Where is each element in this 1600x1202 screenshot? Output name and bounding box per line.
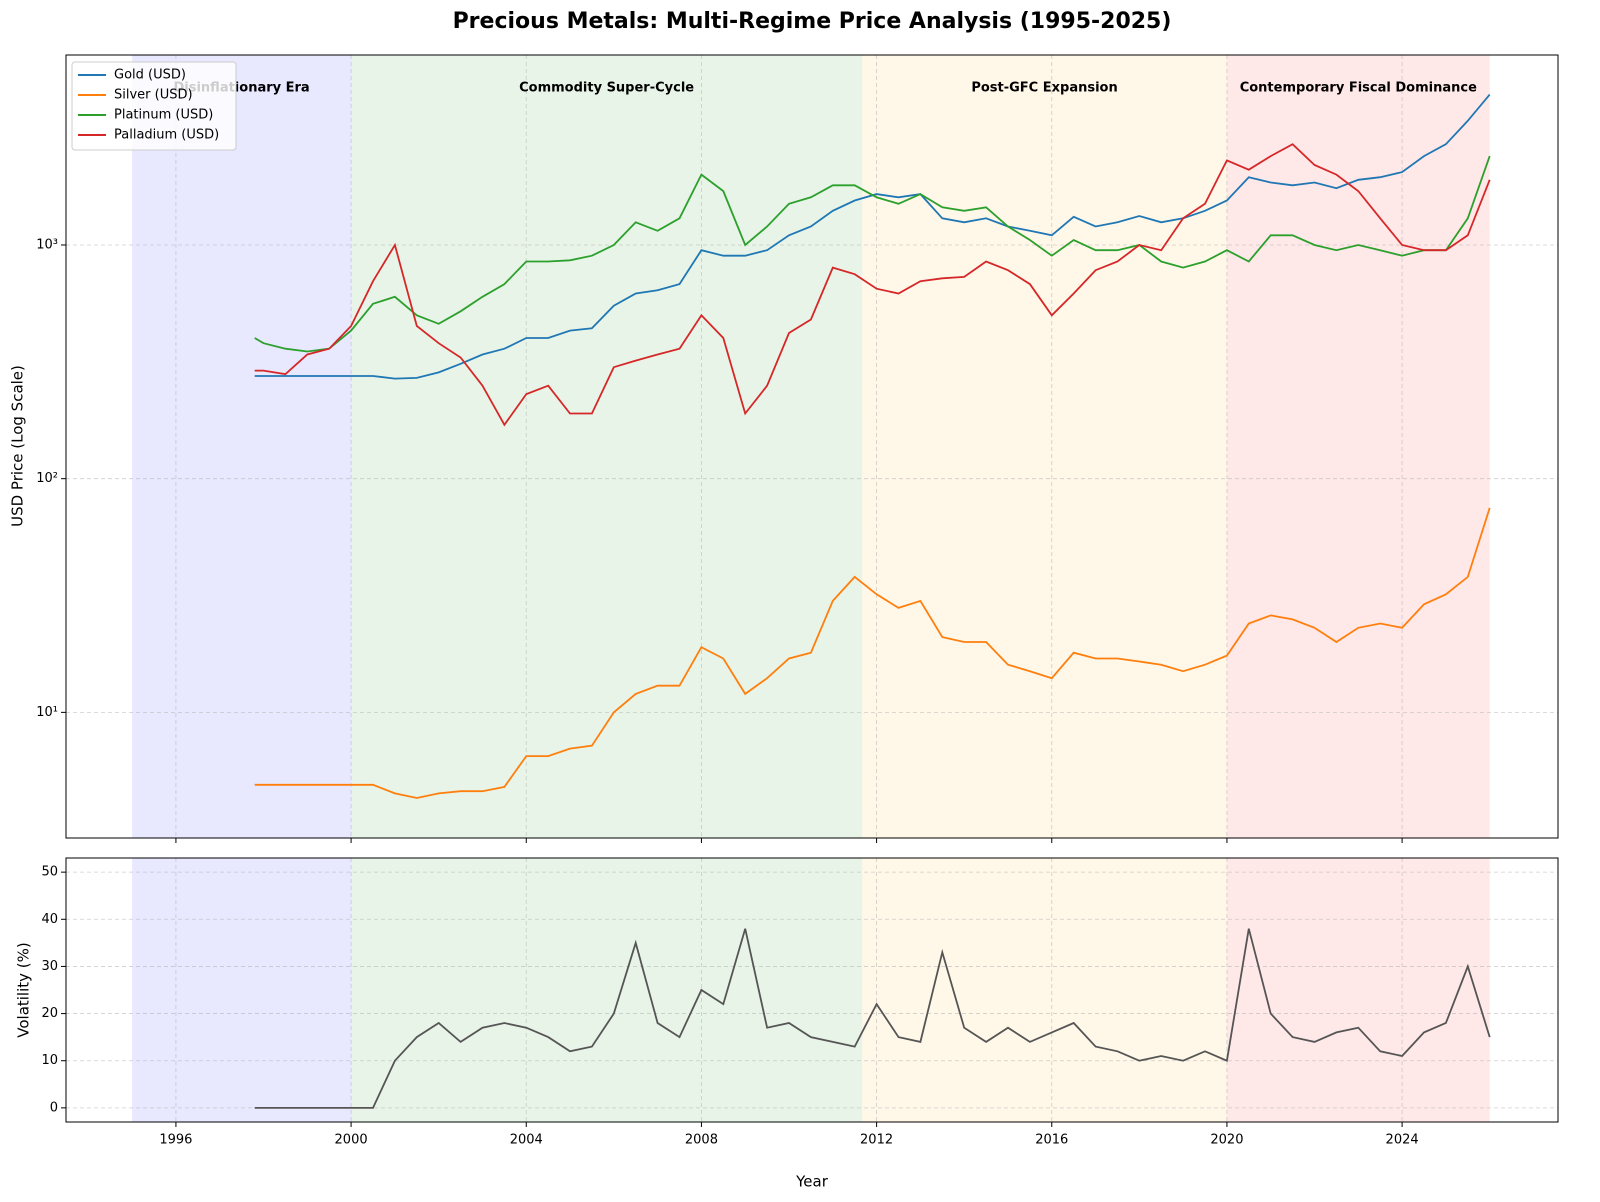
regime-label: Contemporary Fiscal Dominance <box>1240 81 1477 96</box>
line <box>254 143 1491 427</box>
y-tick-label: 40 <box>41 912 58 927</box>
line <box>254 507 1491 799</box>
y-axis-label: USD Price (Log Scale) <box>9 365 27 527</box>
x-axis-label: Year <box>795 1173 829 1191</box>
y-tick-label: 10² <box>36 471 58 486</box>
legend-label: Silver (USD) <box>114 88 193 103</box>
line <box>254 155 1491 353</box>
y-tick-label: 20 <box>41 1006 58 1021</box>
plot-frame <box>65 857 1559 1123</box>
y-tick-label: 10³ <box>36 237 58 252</box>
legend-label: Palladium (USD) <box>114 128 219 143</box>
x-tick-label: 2016 <box>1035 1133 1068 1148</box>
y-tick-label: 50 <box>41 865 58 880</box>
x-tick-label: 2024 <box>1386 1133 1419 1148</box>
y-tick-label: 10 <box>41 1053 58 1068</box>
y-tick-label: 30 <box>41 959 58 974</box>
x-tick-label: 2012 <box>860 1133 893 1148</box>
regime-band <box>862 55 1227 838</box>
x-tick-label: 1996 <box>159 1133 192 1148</box>
legend-label: Gold (USD) <box>114 68 186 83</box>
y-tick-label: 10¹ <box>36 705 58 720</box>
x-tick-label: 2020 <box>1210 1133 1243 1148</box>
y-tick-label: 0 <box>50 1100 58 1115</box>
plot-frame <box>65 54 1559 839</box>
regime-band <box>1226 858 1490 1122</box>
x-tick-label: 2008 <box>685 1133 718 1148</box>
chart-title: Precious Metals: Multi-Regime Price Anal… <box>453 9 1172 34</box>
regime-label: Post-GFC Expansion <box>971 81 1117 96</box>
x-tick-label: 2004 <box>510 1133 543 1148</box>
regime-band <box>1226 55 1490 838</box>
regime-band <box>351 55 863 838</box>
regime-band <box>132 858 352 1122</box>
legend-label: Platinum (USD) <box>114 108 213 123</box>
line <box>254 94 1491 380</box>
regime-band <box>132 55 352 838</box>
legend-box <box>71 61 237 151</box>
regime-label: Commodity Super-Cycle <box>519 81 694 96</box>
y-axis-label: Volatility (%) <box>15 942 33 1038</box>
regime-band <box>862 858 1227 1122</box>
line <box>254 928 1491 1109</box>
regime-band <box>351 858 863 1122</box>
legend: Gold (USD) Silver (USD) Platinum (USD) Pall… <box>71 61 237 151</box>
x-tick-label: 2000 <box>335 1133 368 1148</box>
